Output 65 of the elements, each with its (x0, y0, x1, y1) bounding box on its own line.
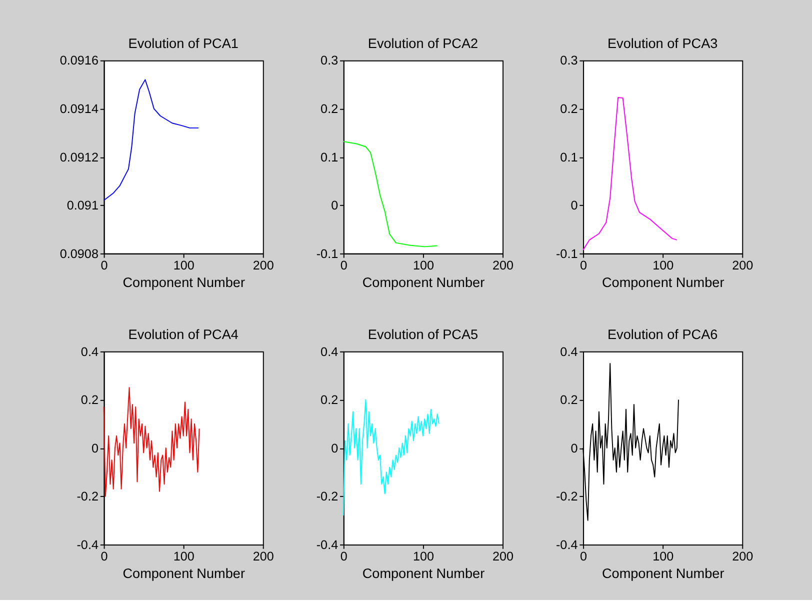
y-tick-label: 0.4 (320, 344, 338, 359)
x-tick-label: 200 (252, 549, 274, 564)
x-tick-label: 100 (652, 549, 674, 564)
y-tick-label: 0.1 (560, 150, 578, 164)
x-axis-title: Component Number (602, 274, 725, 290)
y-tick-label: 0.2 (320, 102, 338, 116)
x-tick-label: 0 (580, 258, 588, 272)
x-tick-label: 200 (252, 258, 274, 272)
x-axis-title: Component Number (122, 566, 246, 581)
y-tick-label: -0.2 (316, 490, 338, 504)
chart-title: Evolution of PCA1 (128, 36, 238, 51)
x-axis-title: Component Number (122, 274, 246, 290)
y-tick-label: 0.3 (560, 54, 578, 68)
x-tick-label: 200 (732, 258, 754, 272)
chart-title: Evolution of PCA6 (608, 326, 718, 342)
y-tick-label: -0.4 (556, 538, 578, 552)
y-tick-label: 0.2 (320, 393, 338, 408)
x-axis-title: Component Number (362, 566, 486, 581)
y-tick-label: 0.2 (560, 102, 578, 116)
x-tick-label: 100 (412, 258, 434, 272)
y-tick-label: 0 (570, 198, 578, 213)
y-tick-label: -0.2 (76, 490, 98, 504)
x-tick-label: 100 (412, 549, 434, 564)
line-series (582, 97, 678, 251)
y-tick-label: -0.4 (76, 538, 98, 552)
x-tick-label: 100 (652, 258, 674, 272)
y-tick-label: 0 (91, 441, 98, 456)
x-tick-label: 0 (580, 549, 588, 564)
y-tick-label: 0.4 (80, 344, 98, 359)
x-tick-label: 200 (492, 549, 514, 564)
line-series (103, 79, 199, 201)
chart-title: Evolution of PCA5 (368, 326, 478, 342)
line-series (342, 140, 438, 248)
y-tick-label: 0.2 (560, 393, 578, 408)
y-tick-label: 0.2 (80, 393, 98, 408)
y-tick-label: 0.0914 (60, 102, 98, 116)
y-tick-label: 0 (331, 441, 338, 456)
x-tick-label: 0 (100, 549, 108, 564)
y-tick-label: 0.1 (320, 150, 338, 164)
x-tick-label: 200 (492, 258, 514, 272)
y-tick-label: 0 (331, 198, 338, 213)
x-tick-label: 0 (100, 258, 108, 272)
y-tick-label: -0.1 (316, 246, 338, 261)
y-tick-label: 0.091 (66, 198, 98, 213)
y-tick-label: 0.4 (560, 344, 578, 359)
x-tick-label: 200 (732, 549, 754, 564)
x-axis-title: Component Number (362, 274, 486, 290)
x-tick-label: 100 (173, 258, 194, 272)
x-tick-label: 100 (173, 549, 194, 564)
y-tick-label: -0.1 (556, 246, 578, 261)
chart-title: Evolution of PCA4 (128, 326, 239, 342)
chart-title: Evolution of PCA3 (608, 36, 718, 51)
x-axis-title: Component Number (602, 566, 725, 581)
y-tick-label: 0.0908 (60, 246, 98, 261)
y-tick-label: 0 (570, 441, 578, 456)
y-tick-label: 0.3 (320, 54, 338, 68)
x-tick-label: 0 (340, 258, 348, 272)
line-series (103, 387, 200, 497)
y-tick-label: -0.2 (556, 490, 578, 504)
chart-title: Evolution of PCA2 (368, 36, 478, 51)
x-tick-label: 0 (340, 549, 348, 564)
y-tick-label: 0.0916 (60, 54, 98, 68)
y-tick-label: 0.0912 (60, 150, 98, 164)
line-series (342, 399, 440, 516)
y-tick-label: -0.4 (316, 538, 338, 552)
